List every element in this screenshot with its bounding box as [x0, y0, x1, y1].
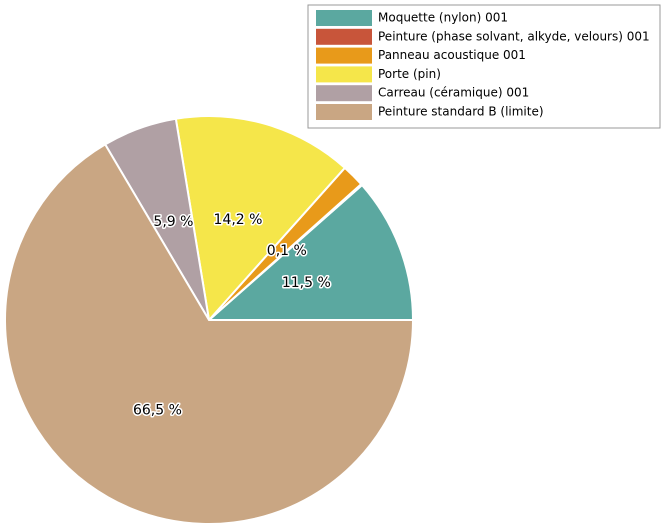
- legend-swatch: [316, 10, 372, 26]
- legend: Moquette (nylon) 001 Peinture (phase solv…: [307, 4, 661, 129]
- legend-label: Panneau acoustique 001: [378, 48, 526, 62]
- legend-label: Peinture (phase solvant, alkyde, velours…: [378, 29, 650, 43]
- pie-slice: [4, 143, 415, 525]
- slice-label: 66,5 %: [133, 402, 182, 418]
- pie-slice: [206, 183, 415, 321]
- slice-label: 0,1 %: [267, 243, 307, 259]
- legend-label: Moquette (nylon) 001: [378, 11, 508, 25]
- slice-label: 11,5 %: [282, 275, 331, 291]
- slice-label: 14,2 %: [214, 212, 263, 228]
- legend-swatch: [316, 85, 372, 102]
- legend-label: Carreau (céramique) 001: [378, 86, 529, 100]
- legend-swatch: [316, 47, 372, 64]
- slice-label: 5,9 %: [153, 214, 193, 230]
- legend-swatch: [316, 66, 372, 83]
- pie-slice: [174, 115, 347, 323]
- legend-label: Porte (pin): [378, 67, 441, 81]
- legend-swatch: [316, 28, 372, 45]
- legend-label: Peinture standard B (limite): [378, 105, 544, 119]
- pie: 11,5 % 0,1 %14,2 % 5,9 % 66,5 %: [4, 115, 415, 525]
- legend-swatch: [316, 104, 372, 120]
